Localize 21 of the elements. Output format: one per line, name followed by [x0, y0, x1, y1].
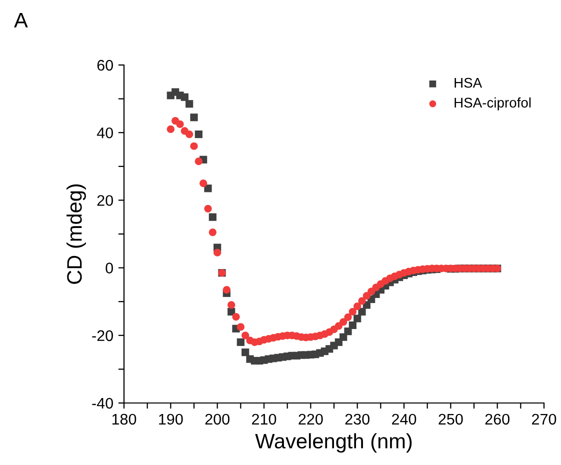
y-tick-label: 40: [96, 127, 113, 138]
x-tick-label: 250: [438, 414, 463, 425]
text: A: [14, 13, 28, 28]
legend-label: HSA-ciprofol: [454, 97, 531, 110]
x-tick-label: 220: [298, 414, 323, 425]
legend-label: HSA: [454, 78, 482, 88]
x-tick-label: 230: [345, 414, 370, 425]
x-tick-label: 240: [392, 414, 416, 425]
x-axis-title: Wavelength (nm): [255, 433, 412, 453]
x-tick-label: 270: [532, 414, 556, 425]
x-tick-label: 210: [252, 414, 276, 425]
x-tick-label: 190: [159, 414, 183, 425]
y-tick-label: 20: [97, 195, 113, 206]
y-tick-label: -20: [92, 330, 113, 342]
x-tick-label: 180: [112, 414, 136, 425]
y-tick-label: 0: [106, 262, 113, 274]
y-axis-title: CD (mdeg): [66, 184, 86, 284]
y-tick-label: -40: [92, 398, 113, 409]
y-tick-label: 60: [97, 60, 113, 71]
x-tick-label: 200: [205, 414, 230, 425]
x-tick-label: 260: [485, 414, 510, 425]
